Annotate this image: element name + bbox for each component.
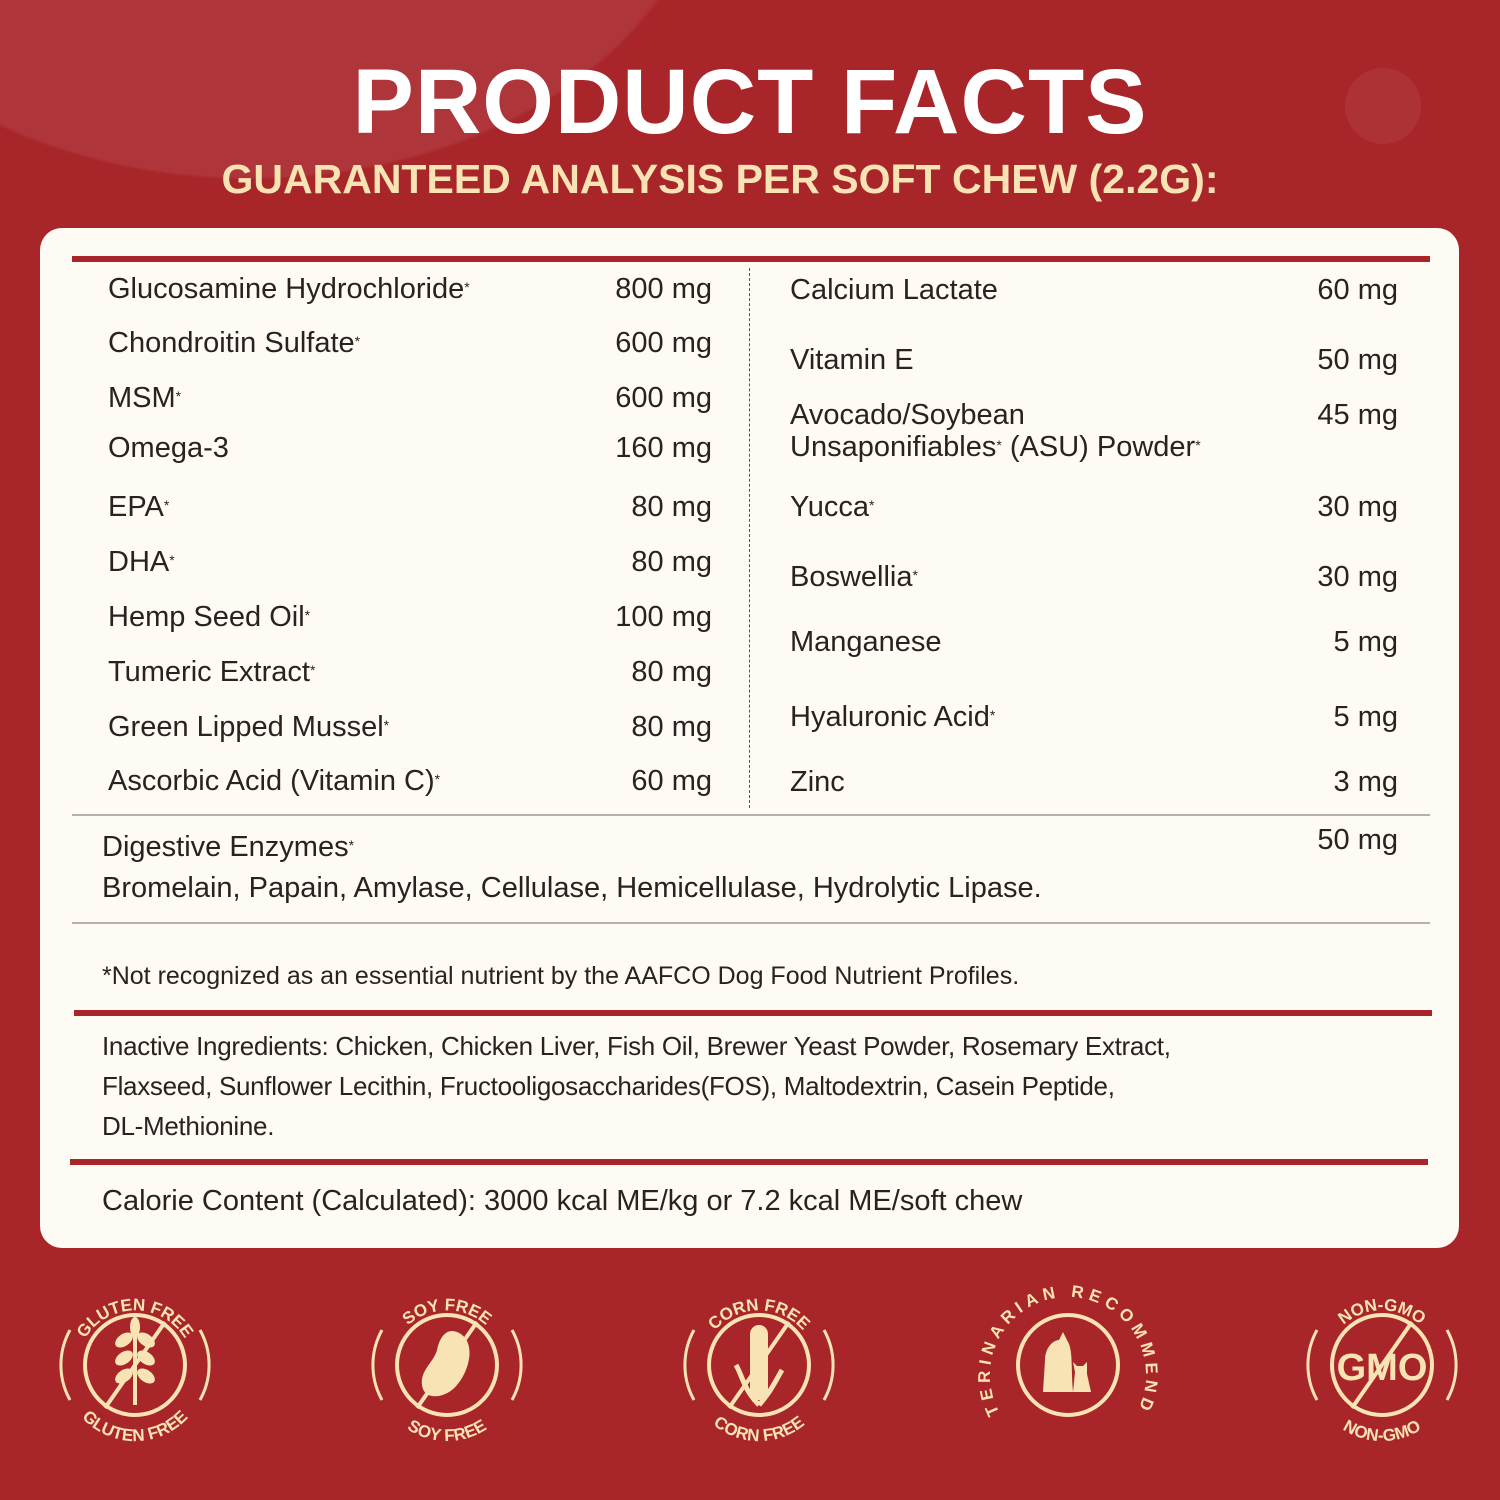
- divider-line: [72, 922, 1430, 924]
- ingredient-amount: 80 mg: [631, 656, 712, 688]
- corn-icon: [733, 1325, 785, 1407]
- badge-bottom-text: SOY FREE: [405, 1416, 490, 1445]
- ingredient-name: DHA*: [108, 546, 175, 578]
- ingredient-name: Hyaluronic Acid*: [790, 701, 996, 733]
- ingredient-amount: 50 mg: [1317, 344, 1398, 376]
- ingredient-amount: 5 mg: [1333, 626, 1398, 658]
- ingredient-amount: 600 mg: [615, 327, 712, 359]
- wheat-icon: [115, 1317, 155, 1405]
- divider-rule: [72, 256, 1430, 262]
- ingredient-amount: 600 mg: [615, 382, 712, 414]
- badge-bottom-text: CORN FREE: [710, 1412, 807, 1445]
- ingredient-amount: 80 mg: [631, 711, 712, 743]
- ingredient-amount: 30 mg: [1317, 491, 1398, 523]
- soybean-icon: [421, 1330, 470, 1397]
- ingredient-name: Vitamin E: [790, 344, 914, 376]
- badge-non-gmo: GMO NON-GMO NON-GMO: [1287, 1270, 1477, 1460]
- ingredient-name: Chondroitin Sulfate*: [108, 327, 361, 359]
- inactive-line: Inactive Ingredients: Chicken, Chicken L…: [102, 1031, 1171, 1061]
- ingredient-amount: 100 mg: [615, 601, 712, 633]
- dog-cat-icon: [1043, 1332, 1091, 1392]
- ingredient-amount: 80 mg: [631, 546, 712, 578]
- ingredient-amount: 60 mg: [1317, 274, 1398, 306]
- ingredient-amount: 160 mg: [615, 432, 712, 464]
- ingredient-amount: 45 mg: [1317, 399, 1398, 431]
- digestive-name: Digestive Enzymes*: [102, 831, 355, 863]
- background-decoration: [1345, 68, 1421, 144]
- ingredient-name: Boswellia*: [790, 561, 918, 593]
- ingredient-name: Green Lipped Mussel*: [108, 711, 390, 743]
- divider-rule: [74, 1010, 1432, 1016]
- footnote: *Not recognized as an essential nutrient…: [102, 962, 1020, 990]
- ingredient-amount: 3 mg: [1333, 766, 1398, 798]
- ingredient-name: Avocado/Soybean: [790, 399, 1025, 431]
- ingredient-name: Hemp Seed Oil*: [108, 601, 311, 633]
- ingredient-name: Unsaponifiables* (ASU) Powder*: [790, 431, 1201, 463]
- digestive-value: 50 mg: [1317, 824, 1398, 856]
- ingredient-amount: 80 mg: [631, 491, 712, 523]
- page-title: PRODUCT FACTS: [352, 51, 1148, 153]
- ingredient-name: Ascorbic Acid (Vitamin C)*: [108, 765, 441, 797]
- ingredient-name: Zinc: [790, 766, 845, 798]
- ingredient-name: Calcium Lactate: [790, 274, 998, 306]
- ingredient-name: Tumeric Extract*: [108, 656, 316, 688]
- ingredient-amount: 60 mg: [631, 765, 712, 797]
- column-divider: [749, 268, 750, 808]
- badge-corn-free: CORN FREE CORN FREE: [664, 1270, 854, 1460]
- gmo-icon: GMO: [1337, 1347, 1428, 1389]
- divider-line: [72, 814, 1430, 816]
- badge-top-text: SOY FREE: [399, 1295, 495, 1328]
- ingredient-name: Omega-3: [108, 432, 229, 464]
- calorie-content: Calorie Content (Calculated): 3000 kcal …: [102, 1185, 1023, 1217]
- ingredient-name: MSM*: [108, 382, 182, 414]
- ingredient-name: Manganese: [790, 626, 942, 658]
- divider-rule: [70, 1159, 1428, 1165]
- ingredient-amount: 5 mg: [1333, 701, 1398, 733]
- ingredient-name: Yucca*: [790, 491, 875, 523]
- digestive-detail: Bromelain, Papain, Amylase, Cellulase, H…: [102, 872, 1042, 904]
- ingredient-name: Glucosamine Hydrochloride*: [108, 273, 470, 305]
- inactive-line: DL-Methionine.: [102, 1111, 275, 1141]
- badge-gluten-free: GLUTEN FREE GLUTEN FREE: [40, 1270, 230, 1460]
- inactive-line: Flaxseed, Sunflower Lecithin, Fructoolig…: [102, 1071, 1115, 1101]
- badge-bottom-text: GLUTEN FREE: [79, 1407, 191, 1446]
- page-subtitle: GUARANTEED ANALYSIS PER SOFT CHEW (2.2G)…: [221, 156, 1219, 202]
- ingredient-amount: 800 mg: [615, 273, 712, 305]
- badge-bottom-text: NON-GMO: [1340, 1416, 1424, 1445]
- badge-veterinarian-recommended: VETERINARIAN RECOMMENDED: [964, 1255, 1163, 1460]
- badge-top-text: NON-GMO: [1335, 1295, 1430, 1328]
- ingredient-name: EPA*: [108, 491, 170, 523]
- gmo-label: GMO: [1337, 1347, 1428, 1389]
- badge-soy-free: SOY FREE SOY FREE: [352, 1270, 542, 1460]
- ingredient-amount: 30 mg: [1317, 561, 1398, 593]
